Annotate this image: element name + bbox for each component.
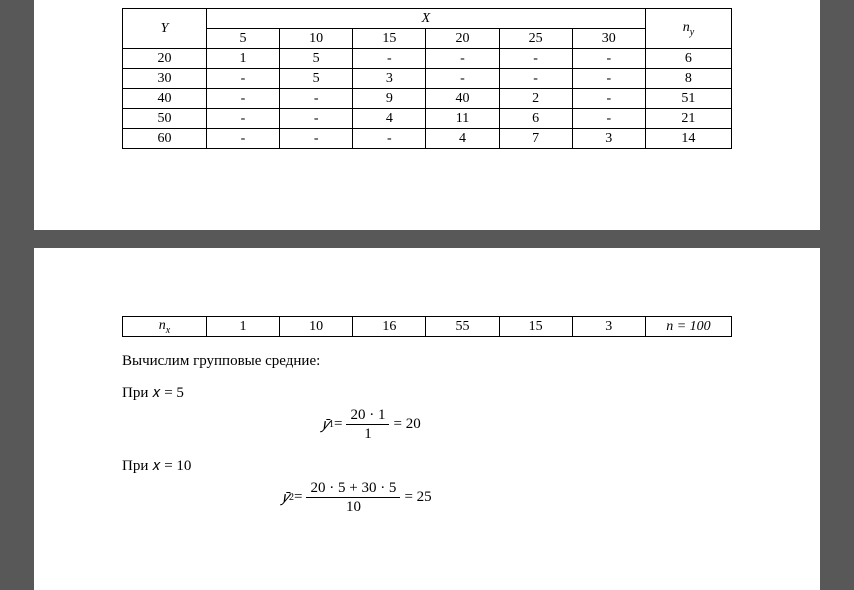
compute-group-means-text: Вычислим групповые средние: (122, 353, 732, 370)
cell: 3 (353, 69, 426, 89)
y-val: 40 (123, 89, 207, 109)
cell: 5 (280, 49, 353, 69)
equals: = (294, 489, 302, 506)
cell: - (206, 89, 279, 109)
cell: 2 (499, 89, 572, 109)
nx-val: 55 (426, 317, 499, 337)
cell: - (206, 129, 279, 149)
denominator: 1 (360, 425, 376, 443)
cell: 11 (426, 109, 499, 129)
x-header: X (206, 9, 645, 29)
page-top: Y X ny 5 10 15 20 25 30 20 1 5 - - - - 6… (34, 0, 820, 230)
cell: - (206, 109, 279, 129)
cell: - (499, 69, 572, 89)
ny-header: ny (645, 9, 731, 49)
cell: - (280, 109, 353, 129)
table-row: 50 - - 4 11 6 - 21 (123, 109, 732, 129)
cell: - (206, 69, 279, 89)
cell: 6 (499, 109, 572, 129)
cell: - (572, 69, 645, 89)
cell: - (280, 89, 353, 109)
fraction: 20 · 5 + 30 · 5 10 (306, 479, 400, 516)
numerator: 20 · 5 + 30 · 5 (306, 479, 400, 498)
formula-y2: 𝑦̄2 = 20 · 5 + 30 · 5 10 = 25 (282, 479, 732, 516)
cell: - (572, 49, 645, 69)
result: = 25 (404, 489, 431, 506)
xcol-5: 30 (572, 29, 645, 49)
y-header: Y (123, 9, 207, 49)
nx-val: 1 (206, 317, 279, 337)
cell: - (572, 109, 645, 129)
cell: 40 (426, 89, 499, 109)
nx-val: 3 (572, 317, 645, 337)
page-bottom: nx 1 10 16 55 15 3 n = 100 Вычислим груп… (34, 248, 820, 590)
ybar-symbol: 𝑦̄ (282, 489, 289, 507)
xcol-1: 10 (280, 29, 353, 49)
cell: - (572, 89, 645, 109)
y-val: 60 (123, 129, 207, 149)
cell: - (426, 69, 499, 89)
cell: - (353, 129, 426, 149)
ny-val: 51 (645, 89, 731, 109)
equals: = (334, 416, 342, 433)
at-x-5-text: При 𝑥 = 5 (122, 384, 732, 402)
cell: 3 (572, 129, 645, 149)
cell: 4 (426, 129, 499, 149)
cell: 4 (353, 109, 426, 129)
cell: - (499, 49, 572, 69)
nx-val: 15 (499, 317, 572, 337)
cell: 9 (353, 89, 426, 109)
cell: 1 (206, 49, 279, 69)
y-val: 50 (123, 109, 207, 129)
table-row: 40 - - 9 40 2 - 51 (123, 89, 732, 109)
correlation-table-main: Y X ny 5 10 15 20 25 30 20 1 5 - - - - 6… (122, 8, 732, 149)
denominator: 10 (342, 498, 365, 516)
ny-val: 8 (645, 69, 731, 89)
xcol-3: 20 (426, 29, 499, 49)
xcol-2: 15 (353, 29, 426, 49)
xcol-4: 25 (499, 29, 572, 49)
cell: 5 (280, 69, 353, 89)
result: = 20 (393, 416, 420, 433)
table-row: 60 - - - 4 7 3 14 (123, 129, 732, 149)
nx-val: 16 (353, 317, 426, 337)
ybar-symbol: 𝑦̄ (322, 416, 329, 434)
ny-val: 6 (645, 49, 731, 69)
formula-y1: 𝑦̄ 1 = 20 · 1 1 = 20 (322, 406, 732, 443)
cell: - (426, 49, 499, 69)
n-total: n = 100 (645, 317, 731, 337)
nx-header: nx (123, 317, 207, 337)
table-row: 20 1 5 - - - - 6 (123, 49, 732, 69)
table-row: 30 - 5 3 - - - 8 (123, 69, 732, 89)
numerator: 20 · 1 (346, 406, 389, 425)
nx-val: 10 (280, 317, 353, 337)
at-x-10-text: При 𝑥 = 10 (122, 457, 732, 475)
nx-totals-table: nx 1 10 16 55 15 3 n = 100 (122, 316, 732, 337)
cell: - (280, 129, 353, 149)
cell: 7 (499, 129, 572, 149)
xcol-0: 5 (206, 29, 279, 49)
fraction: 20 · 1 1 (346, 406, 389, 443)
ny-val: 14 (645, 129, 731, 149)
y-val: 20 (123, 49, 207, 69)
ny-val: 21 (645, 109, 731, 129)
cell: - (353, 49, 426, 69)
y-val: 30 (123, 69, 207, 89)
